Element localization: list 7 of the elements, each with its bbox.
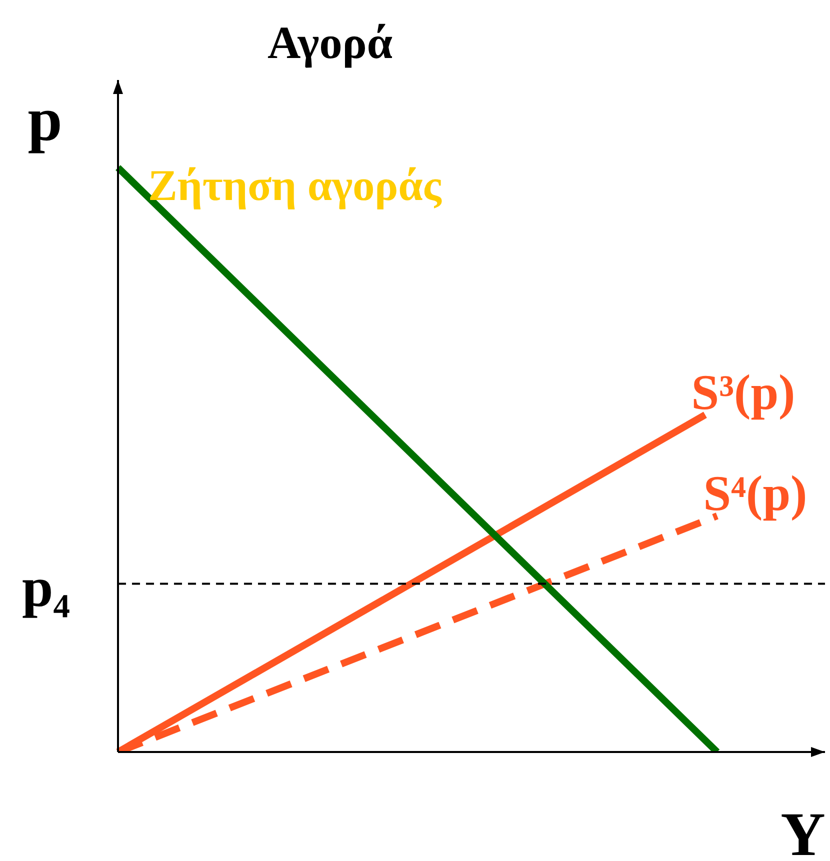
x-axis-title: Y bbox=[780, 801, 826, 861]
y-axis-title: p bbox=[28, 86, 62, 154]
series-label: S⁴(p) bbox=[703, 464, 808, 521]
ref-line-label: p₄ bbox=[22, 557, 70, 620]
chart-title: Αγορά bbox=[267, 17, 393, 68]
series-label: S³(p) bbox=[691, 364, 796, 420]
annotation: Ζήτηση αγοράς bbox=[148, 161, 443, 210]
